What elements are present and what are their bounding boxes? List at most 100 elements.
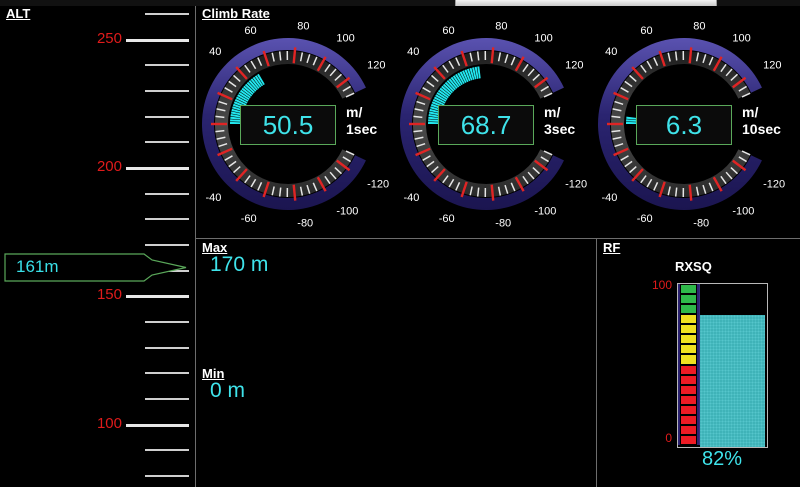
- gauge-tick-minor: [741, 150, 751, 156]
- gauge-tick-minor: [416, 100, 426, 106]
- gauge-tick-minor: [413, 115, 423, 119]
- rxsq-segment-yellow: [680, 314, 697, 325]
- min-value: 0 m: [210, 379, 246, 402]
- gauge-tick-major: [336, 159, 351, 172]
- gauge-tick-minor: [653, 181, 659, 191]
- gauge-bar-segment: [241, 87, 253, 97]
- gauge-bar-segment: [230, 114, 243, 118]
- gauge-tick-minor: [422, 155, 431, 161]
- gauge-bar-segment: [437, 89, 449, 99]
- climb-gauge-1sec[interactable]: -120-100-80-60-40-2002040608010012050.5m…: [202, 18, 398, 233]
- gauge-tick-minor: [611, 115, 621, 119]
- climb-gauge-10sec[interactable]: -120-100-80-60-40-200204060801001206.3m/…: [598, 18, 794, 233]
- gauge-tick-minor: [674, 187, 678, 197]
- gauge-tick-minor: [510, 182, 516, 192]
- gauge-tick-minor: [667, 186, 671, 196]
- rxsq-segment-green: [680, 294, 697, 305]
- gauge-tick-minor: [431, 166, 439, 174]
- gauge-bar-segment: [246, 81, 257, 92]
- gauge-tick-minor: [667, 52, 671, 62]
- gauge-tick-minor: [640, 175, 647, 184]
- rxsq-segment-red: [680, 394, 697, 405]
- climb-gauge-3sec[interactable]: -120-100-80-60-40-2002040608010012068.7m…: [400, 18, 596, 233]
- gauge-tick-minor: [522, 63, 529, 73]
- alt-tick-minor: [145, 449, 189, 452]
- gauge-scale-label: -40: [601, 192, 617, 204]
- gauge-scale-label: -80: [297, 218, 313, 230]
- gauge-tick-minor: [324, 63, 331, 73]
- gauge-tick-minor: [414, 136, 424, 140]
- gauge-tick-minor: [228, 80, 237, 88]
- gauge-tick-minor: [725, 68, 733, 77]
- rxsq-segment-red: [680, 384, 697, 395]
- gauge-bar-segment: [433, 96, 446, 104]
- gauge-tick-minor: [216, 136, 226, 140]
- gauge-tick-major: [415, 147, 431, 157]
- gauge-scale-label: 40: [407, 46, 419, 58]
- gauge-scale-label: 80: [693, 20, 705, 32]
- rxsq-meter: [677, 283, 768, 448]
- gauge-tick-major: [534, 76, 549, 89]
- gauge-tick-major: [292, 47, 297, 64]
- gauge-scale-label: -80: [495, 218, 511, 230]
- gauge-tick-minor: [215, 115, 225, 119]
- gauge-tick-minor: [413, 129, 423, 133]
- gauge-tick-major: [658, 50, 666, 67]
- gauge-tick-minor: [646, 60, 653, 70]
- alt-tick-major: [126, 38, 189, 42]
- gauge-value-box: 6.3: [636, 105, 732, 145]
- rxsq-segment-yellow: [680, 354, 697, 365]
- gauge-tick-minor: [312, 182, 318, 192]
- climb-rate-panel: Climb Rate -120-100-80-60-40-20020406080…: [196, 6, 800, 238]
- gauge-tick-minor: [540, 85, 549, 92]
- gauge-tick-minor: [312, 56, 318, 66]
- gauge-tick-minor: [250, 60, 257, 70]
- gauge-tick-minor: [653, 57, 659, 67]
- gauge-tick-minor: [342, 85, 351, 92]
- gauge-tick-minor: [224, 87, 233, 93]
- alt-panel-title: ALT: [6, 6, 31, 21]
- gauge-bar-segment: [626, 121, 639, 124]
- gauge-bar-segment: [457, 72, 465, 85]
- gauge-tick-minor: [504, 184, 509, 194]
- gauge-tick-major: [712, 176, 723, 192]
- gauge-tick-major: [415, 91, 431, 101]
- alt-pointer-value: 161m: [16, 257, 59, 277]
- gauge-tick-major: [732, 76, 747, 89]
- maxmin-panel: Max 170 m Min 0 m: [196, 239, 596, 487]
- gauge-scale-label: 60: [442, 25, 454, 37]
- gauge-tick-minor: [532, 73, 540, 81]
- gauge-tick-minor: [233, 74, 241, 82]
- gauge-bar-segment: [435, 94, 447, 102]
- gauge-tick-minor: [629, 74, 637, 82]
- gauge-tick-minor: [414, 108, 424, 112]
- gauge-tick-minor: [527, 68, 535, 77]
- gauge-tick-minor: [741, 92, 751, 98]
- gauge-unit-line1: m/: [544, 104, 561, 120]
- gauge-tick-minor: [422, 87, 431, 93]
- gauge-bar-segment: [230, 121, 243, 124]
- gauge-tick-minor: [612, 108, 622, 112]
- gauge-unit-line2: 3sec: [544, 121, 576, 137]
- gauge-scale-label: -100: [732, 205, 754, 217]
- scrollbar-thumb[interactable]: [455, 0, 717, 6]
- alt-tick-minor: [145, 64, 189, 67]
- gauge-tick-minor: [469, 186, 473, 196]
- gauge-tick-minor: [540, 156, 549, 163]
- gauge-bar-segment: [466, 68, 473, 81]
- gauge-tick-major: [688, 47, 693, 64]
- gauge-tick-minor: [299, 186, 304, 196]
- gauge-scale-label: -60: [637, 213, 653, 225]
- gauge-tick-minor: [442, 64, 449, 73]
- alt-tick-minor: [145, 13, 189, 15]
- alt-tick-minor: [145, 90, 189, 92]
- alt-tick-minor: [145, 244, 189, 246]
- gauge-bar-segment: [230, 119, 243, 122]
- gauge-unit-line1: m/: [742, 104, 759, 120]
- gauge-tick-minor: [629, 166, 637, 174]
- gauge-scale-label: 100: [336, 33, 354, 45]
- gauge-scale-label: 120: [763, 60, 781, 72]
- alt-tick-major: [126, 167, 189, 170]
- gauge-value-box: 68.7: [438, 105, 534, 145]
